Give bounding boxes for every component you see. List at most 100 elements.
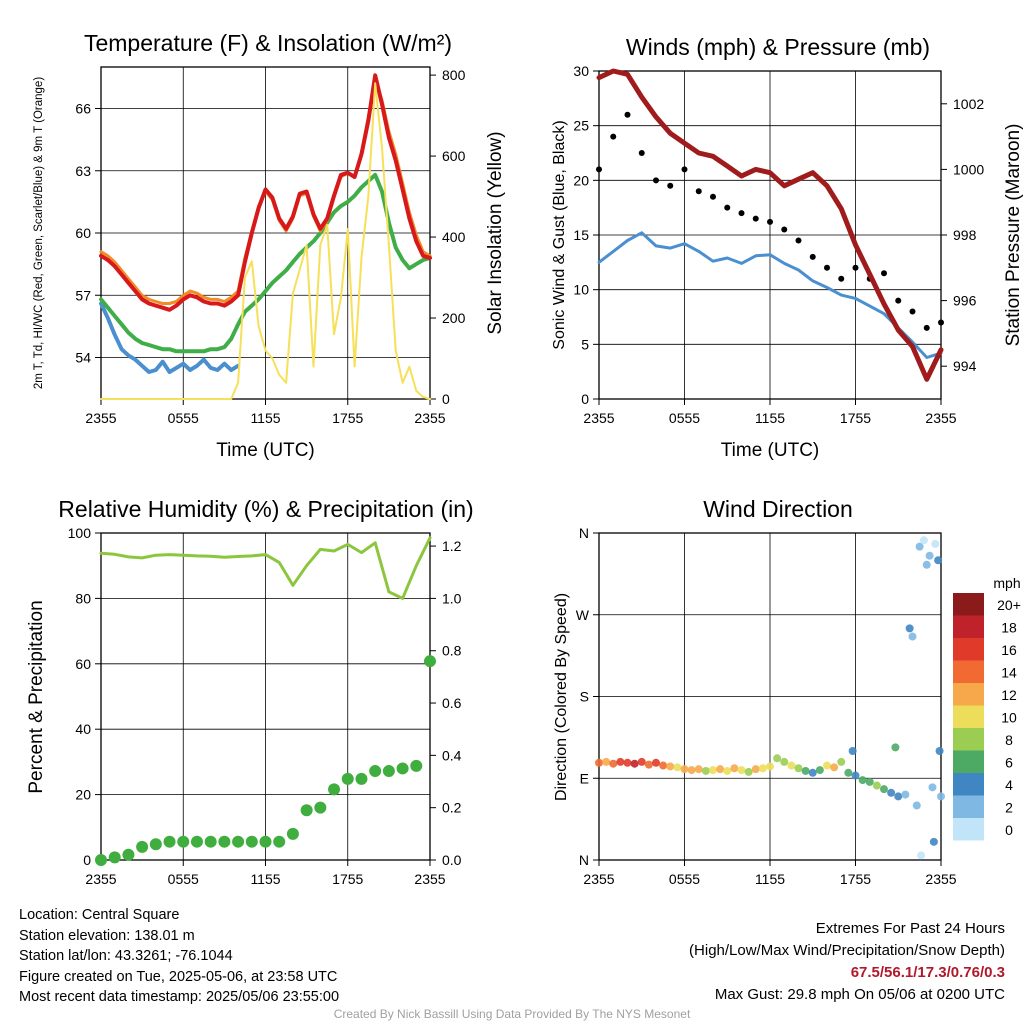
colorbar-label: 10 — [1001, 710, 1017, 726]
y-tick-label: E — [580, 770, 589, 786]
direction-point — [851, 771, 860, 780]
y-tick-label: 40 — [75, 721, 91, 737]
colorbar-label: 6 — [1005, 755, 1013, 771]
gust-point — [695, 188, 702, 195]
direction-point — [935, 747, 944, 755]
direction-point — [894, 792, 903, 801]
chart-title: Relative Humidity (%) & Precipitation (i… — [58, 496, 473, 522]
precip-point — [424, 655, 436, 668]
gust-point — [809, 253, 816, 260]
colorbar-swatch — [953, 638, 984, 661]
series-station-pressure — [596, 68, 944, 382]
direction-point — [872, 781, 881, 790]
panel-3: 2355 0555 1155 1755 2355 0 20 40 60 80 100 0.0 0.2 0.… — [26, 496, 474, 887]
direction-point — [666, 762, 675, 771]
x-tick-label: 2355 — [925, 871, 956, 887]
y2-tick-label: 1.0 — [442, 590, 462, 606]
precip-point — [149, 838, 162, 851]
precip-point — [382, 765, 395, 778]
direction-point — [609, 759, 618, 768]
precip-point — [204, 835, 217, 848]
series-td — [99, 172, 432, 354]
gust-point — [895, 297, 902, 304]
direction-point — [694, 765, 703, 774]
chart-title: Wind Direction — [703, 496, 853, 522]
direction-point — [787, 761, 796, 770]
gust-point — [610, 133, 617, 140]
gust-point — [795, 237, 802, 244]
x-tick-label: 0555 — [669, 871, 700, 887]
x-tick-label: 1755 — [840, 410, 871, 426]
direction-point — [919, 536, 928, 545]
x-tick-label: 2355 — [583, 871, 614, 887]
colorbar-swatch — [953, 683, 984, 706]
created-text: Figure created on Tue, 2025-05-06, at 23… — [19, 968, 338, 985]
precip-point — [136, 840, 149, 853]
direction-point — [928, 783, 937, 792]
y-tick-label: N — [579, 525, 589, 541]
direction-point — [659, 761, 668, 770]
direction-point — [808, 768, 817, 777]
gust-point — [752, 215, 759, 222]
colorbar-label: 2 — [1005, 800, 1013, 816]
y2-axis-label: Solar Insolation (Yellow) — [485, 131, 506, 334]
direction-point — [915, 542, 924, 551]
colorbar-swatch — [953, 615, 984, 638]
y2-tick-label: 0.4 — [442, 747, 462, 763]
direction-point — [830, 763, 839, 772]
x-tick-label: 1755 — [332, 410, 363, 426]
direction-point — [616, 757, 625, 766]
colorbar-label: 14 — [1001, 665, 1017, 681]
y2-tick-label: 0.0 — [442, 852, 462, 868]
precip-point — [273, 835, 286, 848]
precip-point — [341, 772, 354, 785]
direction-point — [701, 766, 710, 775]
precip-point — [286, 827, 299, 840]
y-tick-label: 25 — [573, 118, 589, 134]
direction-point — [931, 539, 940, 548]
colorbar-swatch — [953, 728, 984, 751]
y-axis-label: 2m T, Td, HI/WC (Red, Green, Scarlet/Blu… — [33, 77, 45, 389]
colorbar-swatch — [953, 593, 984, 616]
precip-point — [95, 854, 107, 866]
precip-point — [163, 835, 176, 848]
precip-point — [396, 762, 409, 775]
y-tick-label: 60 — [75, 656, 91, 672]
y-tick-label: 10 — [573, 282, 589, 298]
y2-tick-label: 1.2 — [442, 538, 462, 554]
gust-point — [909, 308, 916, 315]
colorbar-swatch — [953, 750, 984, 773]
y2-tick-label: 0.8 — [442, 643, 462, 659]
precip-point — [410, 759, 423, 772]
y-tick-label: 15 — [573, 227, 589, 243]
y-tick-label: W — [576, 607, 590, 623]
series-sonic-wind — [597, 231, 943, 359]
y2-tick-label: 1000 — [953, 161, 984, 177]
y-tick-label: 80 — [75, 590, 91, 606]
y-tick-label: 5 — [581, 336, 589, 352]
extremes-title: Extremes For Past 24 Hours — [815, 920, 1005, 937]
x-tick-label: 1155 — [755, 410, 785, 426]
gust-point — [653, 177, 659, 184]
direction-point — [773, 754, 782, 763]
gust-point — [724, 204, 731, 211]
y-tick-label: 63 — [75, 163, 91, 179]
y-tick-label: 57 — [75, 287, 91, 303]
direction-point — [652, 758, 660, 767]
elevation-text: Station elevation: 138.01 m — [19, 927, 195, 944]
direction-point — [602, 757, 611, 766]
y2-axis-label: Station Pressure (Maroon) — [1003, 124, 1024, 347]
gust-point — [852, 264, 859, 271]
speed-colorbar: mph 20+ 18 16 14 12 10 8 6 4 2 0 — [953, 575, 1021, 841]
y-tick-label: N — [579, 852, 589, 868]
direction-point — [637, 757, 646, 766]
y-axis-label: Direction (Colored By Speed) — [553, 593, 570, 801]
direction-point — [630, 759, 639, 768]
y2-tick-label: 600 — [442, 148, 466, 164]
y-tick-label: 100 — [68, 525, 92, 541]
direction-point — [848, 747, 857, 755]
plot-border — [598, 70, 942, 400]
x-tick-label: 0555 — [168, 410, 199, 426]
recent-data-text: Most recent data timestamp: 2025/05/06 2… — [19, 989, 340, 1005]
gust-point — [596, 166, 602, 173]
